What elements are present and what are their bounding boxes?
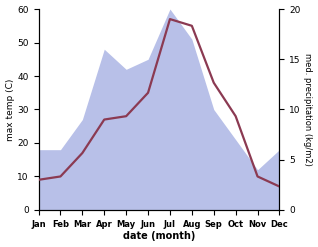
- Y-axis label: med. precipitation (kg/m2): med. precipitation (kg/m2): [303, 53, 313, 166]
- Y-axis label: max temp (C): max temp (C): [5, 78, 15, 141]
- X-axis label: date (month): date (month): [123, 231, 195, 242]
